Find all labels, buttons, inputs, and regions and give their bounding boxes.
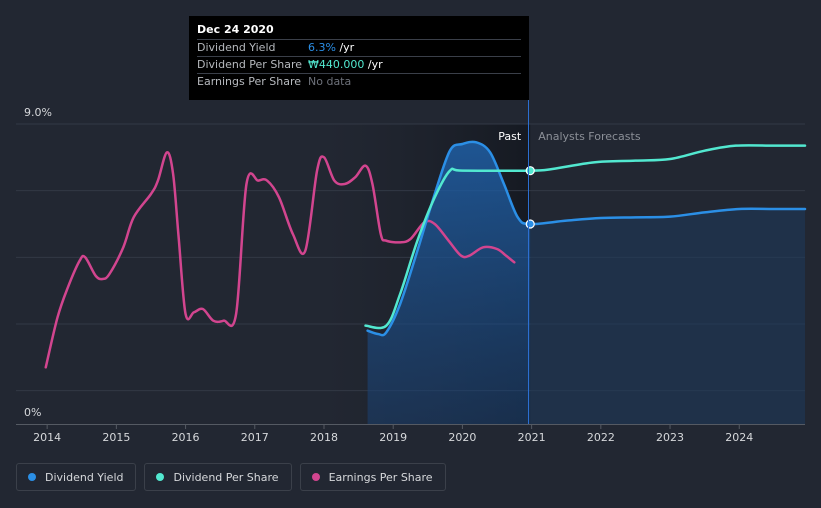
legend-item-dividend-yield[interactable]: Dividend Yield [16, 463, 137, 491]
past-region-label: Past [498, 130, 522, 143]
legend-label: Dividend Per Share [173, 470, 279, 484]
x-tick-label: 2019 [379, 431, 407, 444]
x-tick-label: 2017 [241, 431, 269, 444]
x-tick-label: 2015 [102, 431, 130, 444]
dividend-yield-area-forecast [530, 208, 805, 424]
y-axis-bottom-label: 0% [24, 406, 41, 419]
x-tick-label: 2022 [587, 431, 615, 444]
forecast-region-label: Analysts Forecasts [538, 130, 641, 143]
x-tick-label: 2016 [172, 431, 200, 444]
legend: Dividend Yield Dividend Per Share Earnin… [16, 463, 446, 491]
y-axis-top-label: 9.0% [24, 106, 52, 119]
dividend-yield-line [366, 140, 807, 337]
tooltip-row-dividend-per-share: Dividend Per Share ₩440.000 /yr [197, 56, 521, 73]
tooltip-label: Dividend Yield [197, 41, 276, 54]
tooltip-value: No data [308, 75, 352, 88]
legend-label: Dividend Yield [45, 470, 124, 484]
dividend-yield-area-past [367, 141, 531, 424]
legend-item-dividend-per-share[interactable]: Dividend Per Share [144, 463, 292, 491]
x-tick-label: 2018 [310, 431, 338, 444]
legend-label: Earnings Per Share [328, 470, 433, 484]
tooltip-value: 6.3% [308, 41, 336, 54]
tooltip-label: Dividend Per Share [197, 58, 303, 71]
tooltip-suffix: /yr [335, 41, 355, 54]
tooltip-stem [528, 100, 529, 424]
x-tick-label: 2024 [725, 431, 753, 444]
x-tick-label: 2014 [33, 431, 61, 444]
legend-dot [28, 473, 36, 481]
legend-dot [156, 473, 165, 481]
x-tick-label: 2023 [656, 431, 684, 444]
legend-dot [311, 473, 320, 481]
tooltip-row-dividend-yield: Dividend Yield 6.3% /yr [197, 39, 521, 56]
tooltip-value: ₩440.000 [308, 58, 365, 71]
series-lines [44, 140, 807, 369]
tooltip-row-earnings-per-share: Earnings Per Share No data [197, 73, 521, 90]
axis-labels: 9.0% 0% [24, 106, 52, 419]
dividend-per-share-line [364, 144, 807, 330]
dividend-yield-area [367, 141, 805, 424]
x-tick-label: 2020 [448, 431, 476, 444]
tooltip-label: Earnings Per Share [197, 75, 302, 88]
tooltip-suffix: /yr [364, 58, 383, 71]
tooltip-date: Dec 24 2020 [197, 23, 274, 36]
legend-item-earnings-per-share[interactable]: Earnings Per Share [299, 463, 446, 491]
tooltip: Dec 24 2020 Dividend Yield 6.3% /yr Divi… [189, 16, 529, 100]
x-tick-label: 2021 [518, 431, 546, 444]
x-axis-ticks: 2014 2015 2016 2017 2018 2019 2020 2021 2022 2023… [33, 424, 753, 444]
